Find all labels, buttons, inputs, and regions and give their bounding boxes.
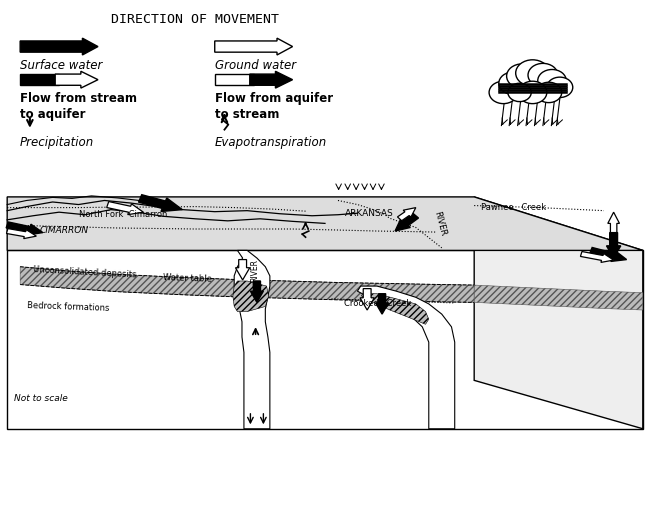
FancyArrow shape (55, 71, 98, 88)
FancyArrow shape (235, 260, 250, 280)
Text: Flow from stream
to aquifer: Flow from stream to aquifer (20, 92, 137, 121)
FancyArrow shape (608, 212, 619, 233)
Polygon shape (7, 197, 643, 250)
Circle shape (499, 72, 527, 95)
FancyArrow shape (107, 201, 144, 215)
Circle shape (515, 60, 549, 86)
FancyArrow shape (6, 222, 43, 235)
FancyArrow shape (6, 228, 36, 239)
Text: North Fork  Cimarron: North Fork Cimarron (79, 210, 167, 219)
Text: Pawnee   Creek: Pawnee Creek (480, 202, 546, 212)
FancyArrow shape (214, 38, 292, 55)
Polygon shape (20, 267, 474, 303)
Circle shape (518, 81, 547, 104)
FancyArrow shape (395, 214, 419, 231)
Text: Precipitation: Precipitation (20, 136, 94, 149)
FancyArrow shape (214, 74, 254, 85)
Circle shape (508, 83, 531, 102)
Text: Crooked   Creek: Crooked Creek (344, 299, 411, 309)
Circle shape (489, 81, 517, 104)
Polygon shape (7, 250, 643, 429)
FancyArrow shape (20, 38, 98, 55)
FancyArrow shape (250, 71, 292, 88)
Text: Evapotranspiration: Evapotranspiration (214, 136, 327, 149)
Polygon shape (361, 294, 429, 324)
Circle shape (506, 64, 538, 88)
Circle shape (528, 63, 558, 87)
Polygon shape (474, 285, 643, 310)
Text: DIRECTION OF MOVEMENT: DIRECTION OF MOVEMENT (111, 13, 280, 27)
FancyArrow shape (590, 247, 627, 262)
FancyArrow shape (138, 195, 182, 212)
FancyArrow shape (580, 251, 614, 263)
Polygon shape (234, 250, 270, 429)
Polygon shape (474, 197, 643, 429)
Text: RIVER: RIVER (250, 259, 259, 282)
FancyArrow shape (376, 294, 389, 314)
Text: Not to scale: Not to scale (14, 393, 68, 403)
Polygon shape (233, 281, 268, 312)
Text: Unconsolidated deposits: Unconsolidated deposits (33, 265, 137, 279)
Text: Surface water: Surface water (20, 59, 103, 72)
FancyArrow shape (397, 207, 416, 221)
FancyArrow shape (606, 233, 621, 258)
Polygon shape (358, 286, 455, 429)
FancyArrow shape (250, 281, 263, 303)
Text: RIVER: RIVER (432, 211, 447, 237)
Text: Flow from aquifer
to stream: Flow from aquifer to stream (214, 92, 333, 121)
Circle shape (547, 77, 573, 98)
Text: CIMARRON: CIMARRON (40, 225, 89, 235)
FancyArrow shape (20, 74, 59, 85)
Text: ARKANSAS: ARKANSAS (344, 208, 393, 218)
Circle shape (538, 69, 566, 92)
Text: Ground water: Ground water (214, 59, 296, 72)
Circle shape (536, 82, 562, 103)
Text: Water table: Water table (163, 273, 212, 284)
Text: Bedrock formations: Bedrock formations (27, 300, 109, 312)
FancyArrow shape (360, 289, 374, 310)
